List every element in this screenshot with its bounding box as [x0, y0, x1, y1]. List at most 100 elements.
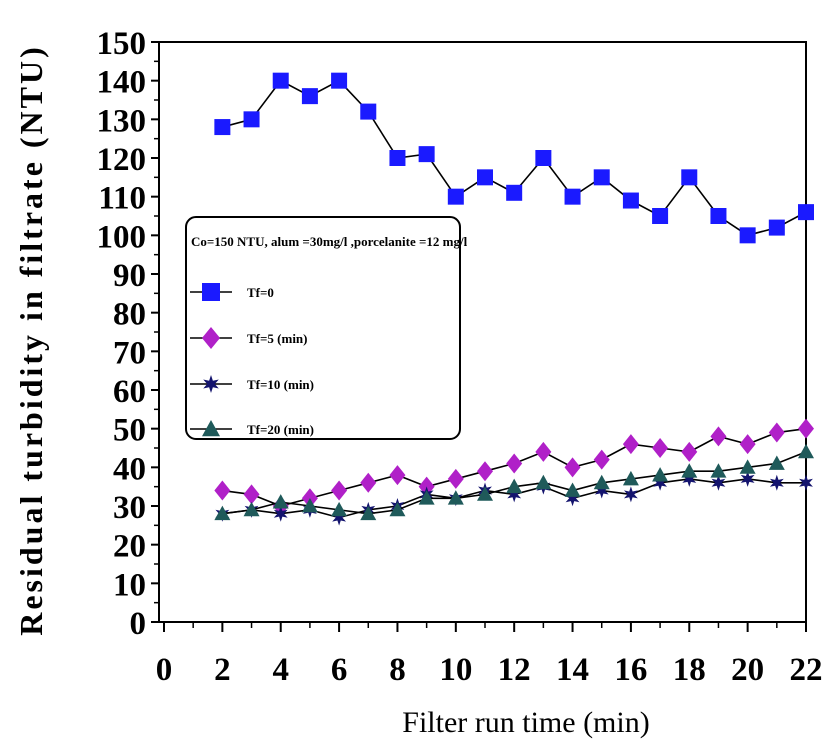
x-tick-label: 14: [556, 652, 589, 688]
data-point: [243, 501, 260, 517]
x-tick-label: 20: [731, 652, 764, 688]
y-tick-label: 110: [98, 181, 146, 217]
legend-entry: Tf=20 (min): [190, 420, 314, 437]
data-point: [623, 486, 638, 503]
data-point: [389, 501, 406, 517]
data-point: [360, 472, 377, 493]
y-tick-label: 50: [113, 413, 146, 449]
data-point: [593, 449, 610, 470]
data-point: [332, 509, 347, 526]
data-point: [477, 486, 493, 501]
x-tick-label: 18: [673, 652, 706, 688]
x-tick-labels: 0 2 4 6 8 10 12 14 16 18 20 22: [156, 652, 823, 688]
data-point: [594, 482, 609, 499]
legend-entry: Tf=0: [190, 283, 274, 301]
data-point: [710, 463, 727, 478]
data-point: [710, 208, 727, 224]
data-point: [447, 490, 464, 505]
data-point: [389, 150, 406, 166]
data-point: [447, 188, 464, 205]
y-tick-label: 0: [130, 606, 147, 642]
data-point: [331, 501, 348, 517]
x-tick-label: 8: [389, 652, 406, 688]
data-point: [740, 470, 755, 487]
legend-label: Tf=0: [247, 285, 274, 300]
y-tick-label: 140: [97, 65, 147, 101]
data-point: [506, 478, 523, 494]
data-point: [331, 72, 348, 89]
y-tick-label: 40: [113, 451, 146, 487]
legend-label: Tf=5 (min): [247, 331, 308, 346]
data-point: [214, 119, 231, 136]
data-point: [564, 457, 581, 478]
data-point: [243, 484, 260, 505]
x-tick-label: 10: [439, 652, 472, 688]
x-tick-label: 6: [331, 652, 348, 688]
data-point: [564, 188, 581, 205]
data-point: [681, 463, 698, 478]
data-point: [593, 474, 610, 490]
data-point: [273, 505, 288, 522]
legend-box: [185, 216, 461, 440]
legend-marker: [203, 375, 219, 393]
data-point: [360, 103, 377, 120]
data-point: [799, 474, 813, 491]
data-point: [711, 474, 726, 491]
y-tick-label: 130: [97, 103, 147, 139]
legend-marker: [202, 420, 220, 437]
data-point: [477, 169, 493, 186]
data-point: [535, 150, 552, 166]
legend-entries: Tf=0 Tf=5 (min) Tf=10 (min) Tf=20 (min): [190, 283, 314, 437]
data-point: [622, 192, 639, 209]
data-point: [652, 438, 669, 458]
data-point: [681, 441, 698, 462]
data-point: [768, 455, 785, 470]
data-point: [389, 465, 406, 486]
y-tick-label: 60: [113, 374, 146, 410]
data-point: [418, 490, 435, 505]
data-point: [564, 482, 581, 497]
y-tick-label: 100: [97, 219, 147, 255]
legend-label: Tf=10 (min): [247, 377, 314, 392]
data-point: [301, 88, 318, 105]
legend: Co=150 NTU, alum =30mg/l ,porcelanite =1…: [185, 216, 468, 440]
y-tick-label: 20: [113, 529, 146, 565]
series-1: [214, 72, 814, 244]
x-tick-label: 16: [614, 652, 647, 688]
data-point: [272, 72, 289, 89]
y-tick-label: 10: [113, 567, 146, 603]
y-tick-label: 70: [113, 335, 146, 371]
legend-label: Tf=20 (min): [247, 422, 314, 437]
legend-entry: Tf=10 (min): [190, 375, 314, 393]
data-point: [565, 490, 580, 507]
data-point: [682, 470, 697, 487]
data-point: [447, 468, 464, 489]
x-axis-title: Filter run time (min): [402, 706, 649, 739]
data-point: [243, 111, 260, 128]
data-point: [710, 426, 727, 447]
legend-marker: [202, 327, 220, 349]
data-point: [477, 461, 493, 482]
data-point: [331, 480, 348, 501]
data-point: [214, 505, 231, 521]
data-point: [768, 422, 785, 443]
data-point: [739, 459, 756, 474]
y-tick-label: 150: [97, 26, 147, 62]
data-point: [506, 184, 523, 201]
data-point: [768, 219, 785, 236]
data-point: [769, 474, 784, 491]
data-point: [653, 474, 668, 491]
x-tick-label: 0: [156, 652, 173, 688]
x-tick-label: 12: [498, 652, 531, 688]
y-tick-label: 120: [97, 142, 147, 178]
series-4: [214, 443, 814, 521]
x-tick-label: 2: [214, 652, 231, 688]
data-point: [214, 480, 231, 501]
data-point: [301, 498, 318, 513]
data-point: [622, 470, 639, 486]
series-layer: [214, 72, 814, 526]
data-point: [798, 443, 814, 459]
legend-entry: Tf=5 (min): [190, 327, 308, 349]
